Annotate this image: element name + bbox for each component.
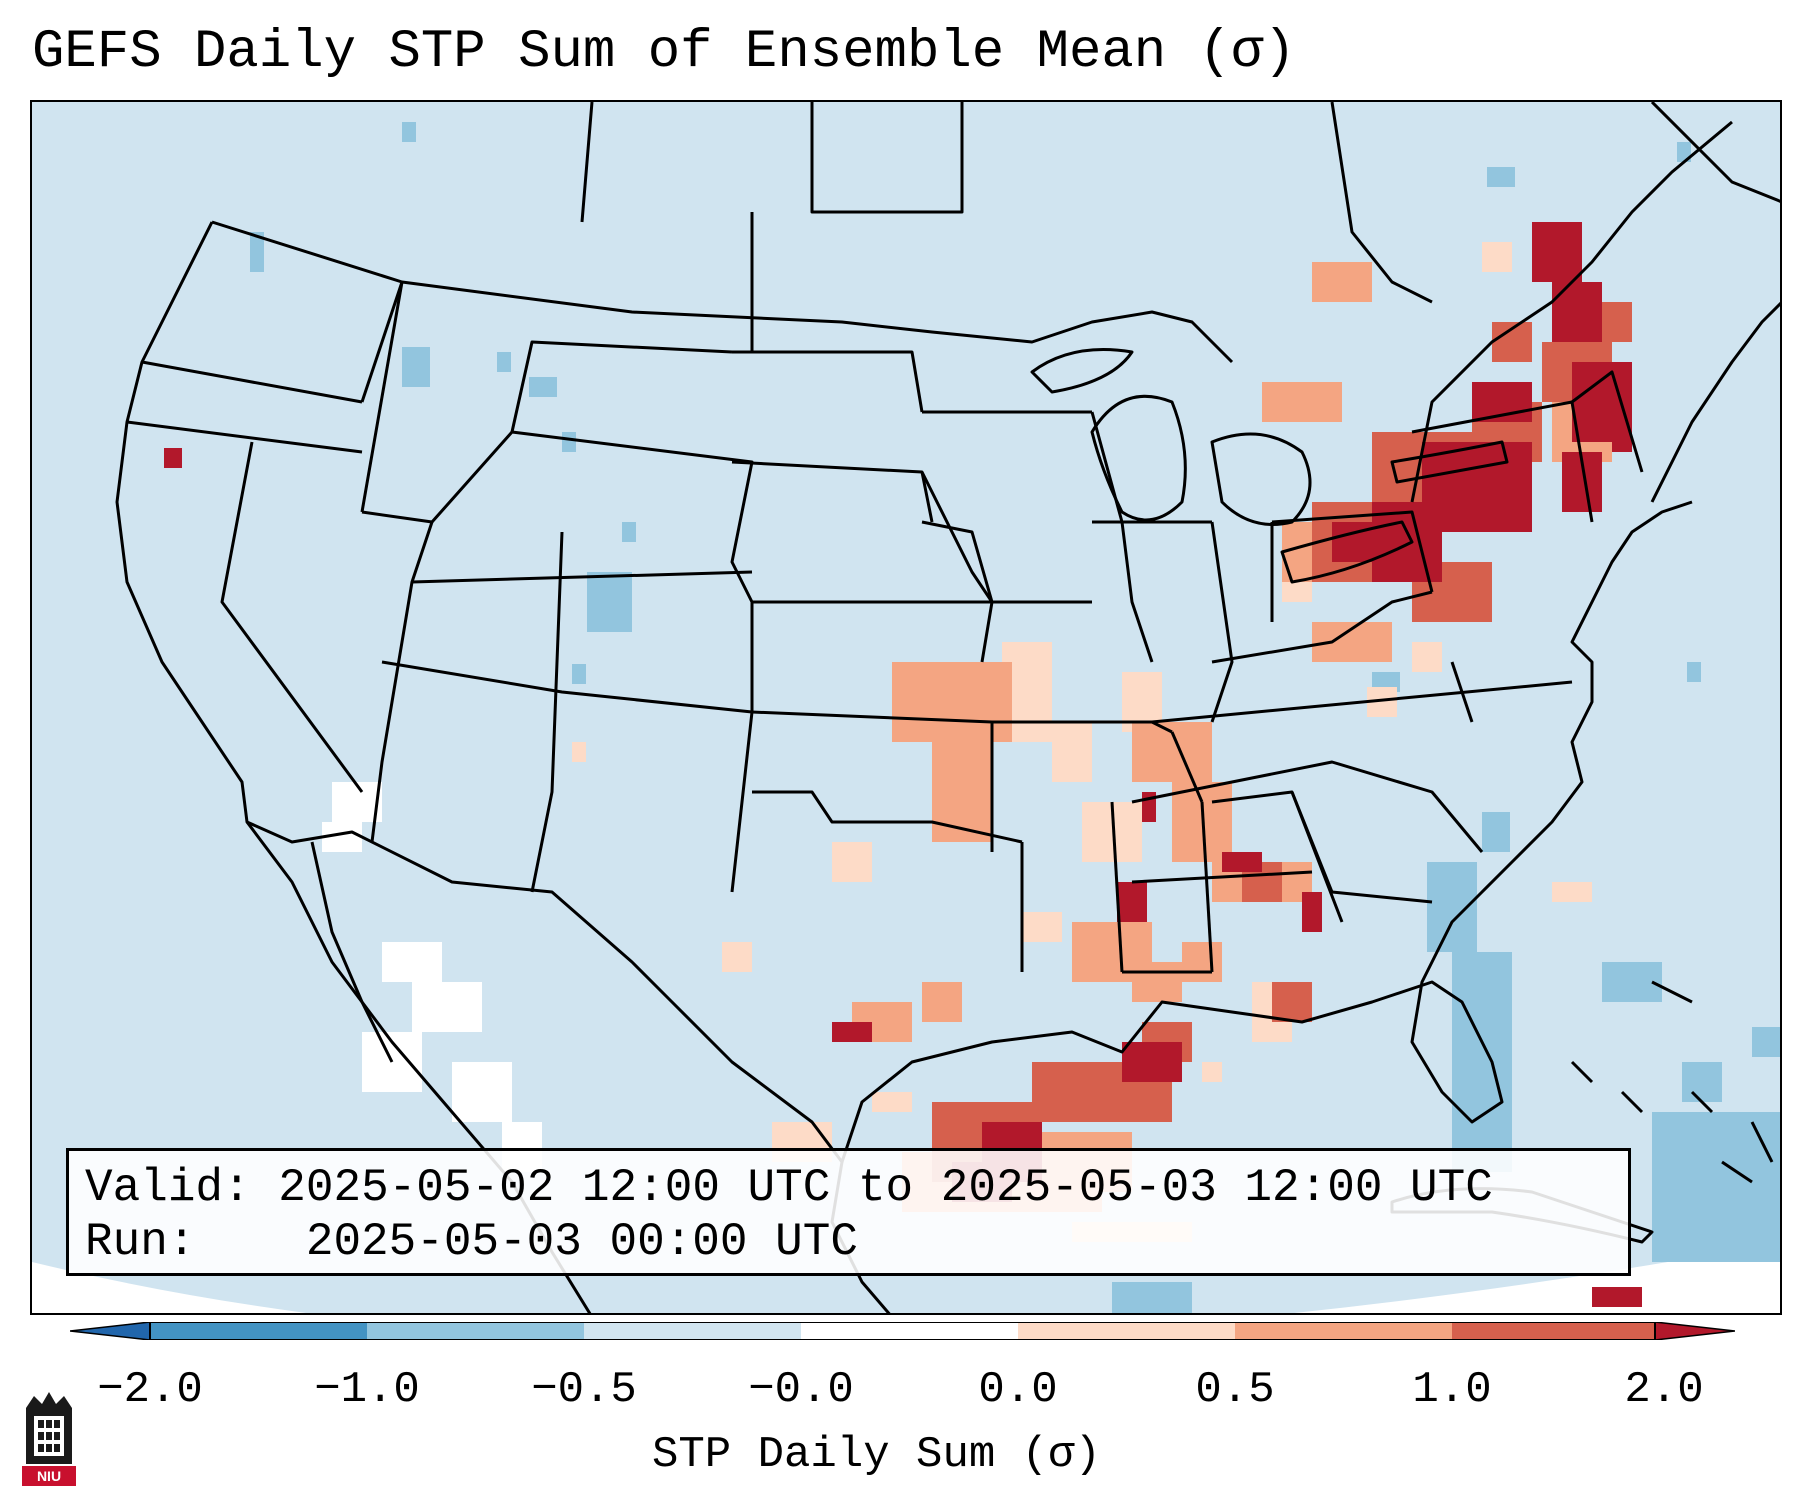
colorbar-segment-5 (1018, 1322, 1235, 1340)
map-title: GEFS Daily STP Sum of Ensemble Mean (σ) (32, 22, 1296, 83)
run-value: 2025-05-03 00:00 UTC (305, 1216, 858, 1268)
colorbar-extend-high (1654, 1322, 1735, 1340)
colorbar-tick-label: −2.0 (97, 1365, 203, 1415)
colorbar-segment-7 (1452, 1322, 1655, 1340)
colorbar-segment-4 (801, 1322, 1018, 1340)
colorbar-segment-2 (367, 1322, 584, 1340)
niu-logo: NIU (22, 1392, 76, 1486)
map-canvas (32, 102, 1780, 1313)
run-label: Run: (85, 1216, 196, 1268)
map-frame (30, 100, 1782, 1315)
colorbar-tick-label: −1.0 (314, 1365, 420, 1415)
colorbar-tick-label: 2.0 (1624, 1365, 1704, 1415)
colorbar-tick-label: −0.0 (748, 1365, 854, 1415)
valid-value: 2025-05-02 12:00 UTC to 2025-05-03 12:00… (278, 1162, 1493, 1214)
validity-info-box: Valid: 2025-05-02 12:00 UTC to 2025-05-0… (66, 1148, 1631, 1276)
colorbar-extend-low (70, 1322, 151, 1340)
colorbar-label: STP Daily Sum (σ) (652, 1430, 1101, 1480)
colorbar-segment-3 (584, 1322, 801, 1340)
valid-label: Valid: (85, 1162, 251, 1214)
colorbar-tick-label: 1.0 (1412, 1365, 1492, 1415)
colorbar-tick-label: −0.5 (531, 1365, 637, 1415)
positive-darkred-patches (164, 222, 1642, 1307)
colorbar-segment-1 (150, 1322, 367, 1340)
borders (115, 102, 1780, 1313)
colorbar (70, 1322, 1735, 1340)
colorbar-tick-label: 0.0 (978, 1365, 1058, 1415)
white-patches (322, 782, 542, 1172)
colorbar-tick-label: 0.5 (1195, 1365, 1275, 1415)
colorbar-segment-6 (1235, 1322, 1452, 1340)
logo-text: NIU (37, 1468, 61, 1484)
negative-patches (250, 122, 1780, 1313)
